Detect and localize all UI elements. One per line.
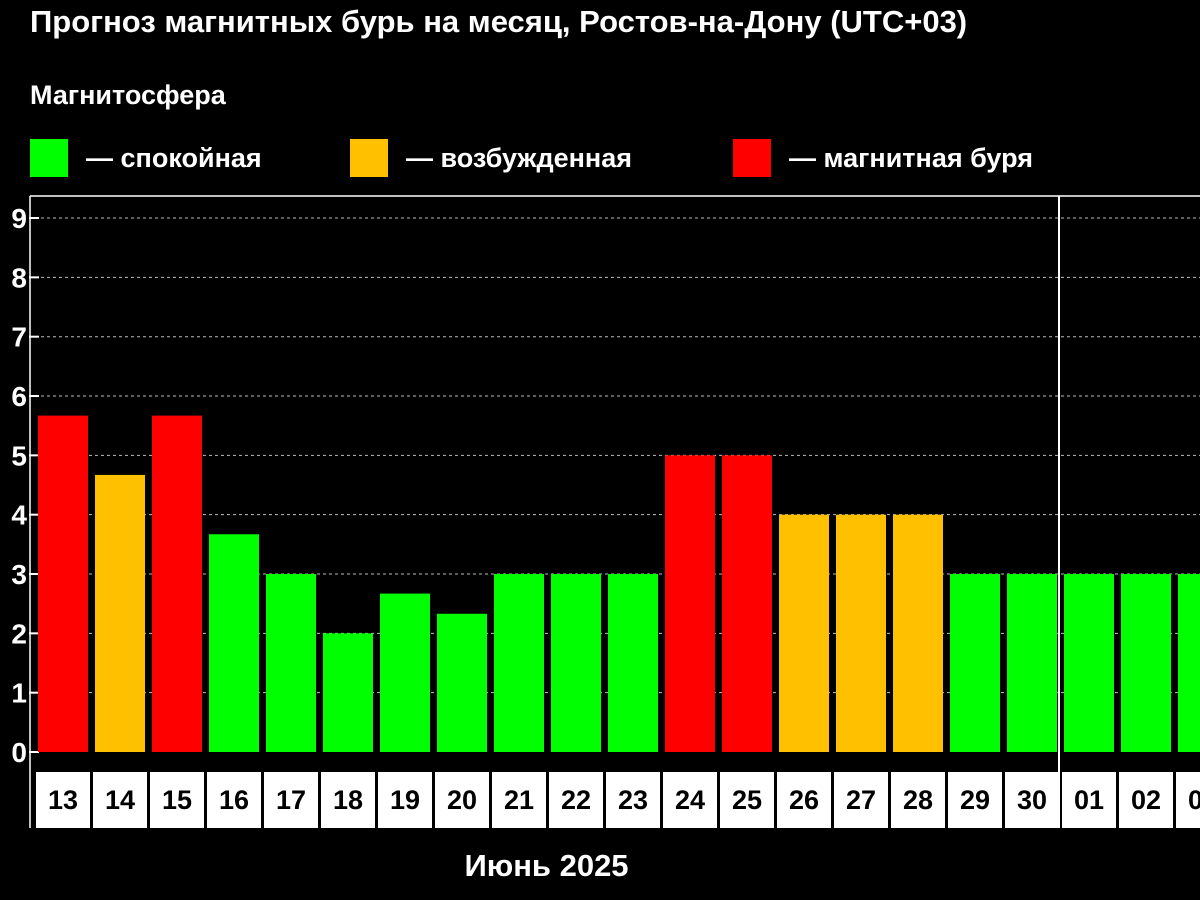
x-tick-label: 01 [1074,785,1104,815]
bar [380,593,430,752]
x-tick-label: 16 [219,785,249,815]
x-tick-label: 26 [789,785,819,815]
legend-label-storm: — магнитная буря [789,142,1033,173]
x-tick-label: 03 [1188,785,1200,815]
y-tick-label: 1 [11,678,27,709]
y-tick-label: 8 [11,262,27,293]
y-tick-label: 4 [11,500,27,531]
x-tick-label: 27 [846,785,876,815]
x-tick-label: 23 [618,785,648,815]
x-tick-label: 18 [333,785,363,815]
x-tick-box [606,772,660,828]
x-tick-box [435,772,489,828]
x-tick-box [549,772,603,828]
legend-label-excited: — возбужденная [406,142,632,173]
x-tick-label: 13 [48,785,78,815]
legend-item-storm: — магнитная буря [733,138,1033,178]
y-tick-label: 6 [11,381,27,412]
x-tick-box [777,772,831,828]
x-tick-box [948,772,1002,828]
x-tick-box [1176,772,1200,828]
x-tick-label: 24 [675,785,705,815]
y-tick-label: 2 [11,618,27,649]
x-tick-label: 19 [390,785,420,815]
x-tick-label: 22 [561,785,591,815]
y-tick-label: 7 [11,322,27,353]
legend-swatch-calm [30,139,68,177]
x-tick-label: 17 [276,785,306,815]
bar [950,574,1000,752]
x-tick-box [834,772,888,828]
x-tick-label: 25 [732,785,762,815]
x-tick-label: 28 [903,785,933,815]
x-tick-box [492,772,546,828]
legend-label-calm: — спокойная [86,142,262,173]
x-tick-box [321,772,375,828]
y-tick-label: 3 [11,559,27,590]
bar [608,574,658,752]
legend-title: Магнитосфера [30,80,226,110]
bar [779,514,829,752]
bar [95,474,145,752]
legend-swatch-excited [350,139,388,177]
y-tick-label: 5 [11,440,27,471]
x-tick-label: 21 [504,785,534,815]
bar [38,415,88,752]
x-tick-label: 29 [960,785,990,815]
bar [209,534,259,752]
y-tick-label: 0 [11,737,27,768]
bar [1064,574,1114,752]
x-tick-label: 15 [162,785,192,815]
bar [551,574,601,752]
x-tick-box [1062,772,1116,828]
bar [152,415,202,752]
legend: — спокойная — возбужденная — магнитная б… [30,138,1190,178]
bar [266,574,316,752]
bar [1178,574,1200,752]
bar [494,574,544,752]
x-tick-box [378,772,432,828]
x-tick-box [150,772,204,828]
bar [323,633,373,752]
bar [893,514,943,752]
bar [1121,574,1171,752]
x-tick-label: 14 [105,785,135,815]
x-tick-box [663,772,717,828]
x-tick-box [720,772,774,828]
bar [1007,574,1057,752]
chart-title: Прогноз магнитных бурь на месяц, Ростов-… [30,4,968,39]
x-tick-label: 02 [1131,785,1161,815]
y-tick-label: 9 [11,203,27,234]
x-tick-box [36,772,90,828]
x-tick-label: 30 [1017,785,1047,815]
x-tick-box [207,772,261,828]
legend-item-excited: — возбужденная [350,138,632,178]
bar [437,613,487,752]
x-tick-box [1005,772,1059,828]
x-axis-label: Июнь 2025 [464,848,629,883]
bar [722,455,772,752]
bar [836,514,886,752]
x-tick-label: 20 [447,785,477,815]
bar [665,455,715,752]
legend-swatch-storm [733,139,771,177]
x-tick-box [264,772,318,828]
legend-item-calm: — спокойная [30,138,262,178]
x-tick-box [1119,772,1173,828]
x-tick-box [891,772,945,828]
x-tick-box [93,772,147,828]
